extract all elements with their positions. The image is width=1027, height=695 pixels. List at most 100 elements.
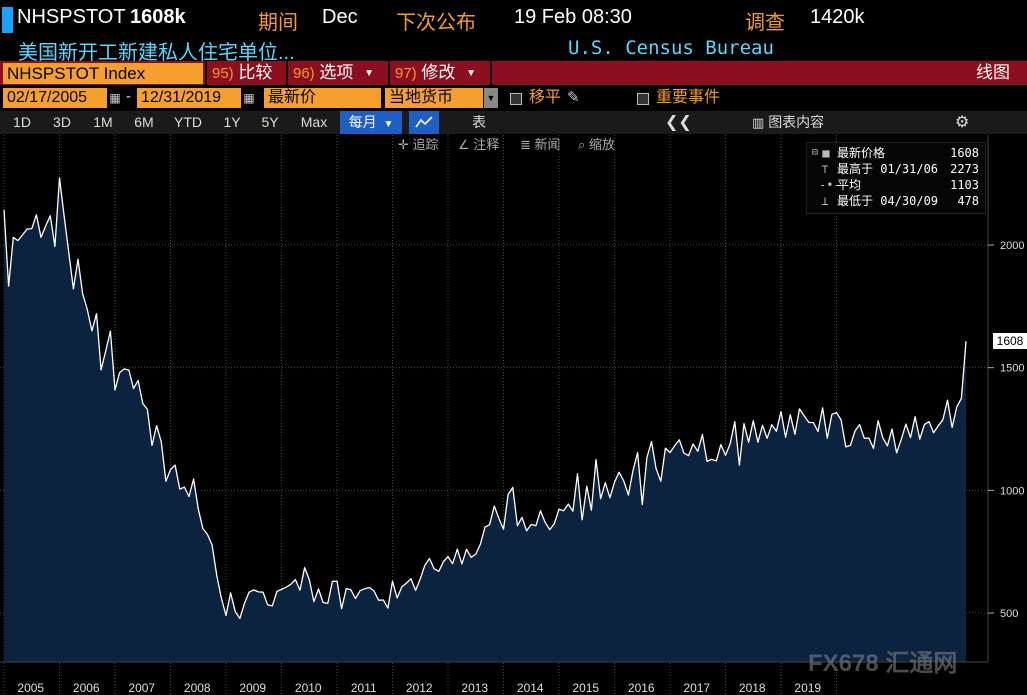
table-button[interactable]: 表 — [472, 114, 486, 130]
zoom-tool[interactable]: ⌕ 缩放 — [578, 136, 615, 154]
line-chart-button[interactable] — [409, 111, 439, 134]
x-axis: 2005 2006 2007 2008 2009 2010 2011 2012 2013 2014… — [17, 681, 821, 695]
x-tick-label: 2019 — [794, 681, 821, 695]
calendar-icon[interactable]: ▦ — [109, 91, 121, 105]
legend-average-value: 1103 — [950, 178, 979, 192]
chart-type-label[interactable]: 线图 — [976, 63, 1010, 82]
legend-last-value: 1608 — [950, 146, 979, 160]
date-dash: - — [126, 88, 131, 105]
events-checkbox[interactable] — [637, 93, 649, 105]
y-tick-label: 1000 — [1000, 485, 1024, 497]
edit-menu[interactable]: 97) 修改 ▼ — [395, 61, 476, 85]
legend-average-label: 平均 — [837, 178, 862, 192]
currency-select[interactable]: 当地货币 — [385, 88, 483, 108]
end-date-input[interactable]: 12/31/2019 — [137, 88, 241, 108]
chart-content-label: 图表内容 — [768, 114, 825, 130]
period-value: Dec — [322, 6, 358, 28]
security-input[interactable]: NHSPSTOT Index — [3, 63, 203, 84]
price-type-select[interactable]: 最新价 — [264, 88, 381, 108]
next-release-label: 下次公布 — [396, 12, 476, 34]
divider — [490, 61, 492, 85]
legend-high-label: 最高于 01/31/06 — [837, 162, 939, 176]
compare-label: 比较 — [238, 63, 273, 82]
edit-label: 修改 — [421, 63, 456, 82]
collapse-icon[interactable]: ❮❮ — [665, 114, 692, 131]
white-square-icon: ■ — [822, 146, 830, 160]
x-tick-label: 2007 — [128, 681, 155, 695]
chevron-down-icon: ▼ — [466, 68, 477, 79]
range-3d[interactable]: 3D — [53, 114, 71, 130]
x-tick-label: 2009 — [239, 681, 266, 695]
bar-chart-icon: ▥ — [752, 115, 765, 130]
legend-high-value: 2273 — [950, 162, 979, 176]
gear-icon[interactable]: ⚙ — [955, 114, 970, 131]
compare-number: 95) — [212, 65, 234, 82]
range-1m[interactable]: 1M — [93, 114, 113, 130]
ticker: NHSPSTOT — [17, 6, 126, 28]
range-6m[interactable]: 6M — [134, 114, 154, 130]
chart-legend[interactable]: ⊟ ■ 最新价格 1608 ⊤ 最高于 01/31/06 2273 -•- 平均… — [806, 142, 986, 214]
calendar-icon[interactable]: ▦ — [243, 91, 255, 105]
range-ytd[interactable]: YTD — [174, 114, 202, 130]
x-tick-label: 2006 — [73, 681, 100, 695]
annotate-tool[interactable]: ∠ 注释 — [458, 136, 499, 154]
y-axis: 500 1000 1500 2000 — [988, 240, 1024, 620]
last-price-tag: 1608 — [993, 333, 1027, 349]
low-marker-icon: ⊥ — [821, 194, 829, 208]
series-line — [3, 177, 967, 620]
options-label: 选项 — [319, 63, 354, 82]
track-tool[interactable]: ✛ 追踪 — [398, 136, 439, 154]
compare-button[interactable]: 95) 比较 — [212, 61, 272, 85]
options-number: 96) — [293, 65, 315, 82]
source-label: U.S. Census Bureau — [568, 37, 774, 59]
headline-value: 1608k — [130, 6, 186, 28]
title-row: NHSPSTOT 1608k 期间 Dec 下次公布 19 Feb 08:30 … — [0, 0, 1027, 36]
pen-icon: ∠ — [458, 137, 470, 152]
period-label: 期间 — [258, 12, 298, 34]
x-tick-label: 2005 — [17, 681, 44, 695]
y-tick-label: 1500 — [1000, 363, 1024, 375]
x-tick-label: 2017 — [683, 681, 710, 695]
options-menu[interactable]: 96) 选项 ▼ — [293, 61, 374, 85]
x-tick-label: 2008 — [184, 681, 211, 695]
range-5y[interactable]: 5Y — [261, 114, 279, 130]
series-area — [4, 178, 966, 662]
edit-number: 97) — [395, 65, 417, 82]
magnifier-icon: ⌕ — [578, 137, 586, 152]
divider — [286, 61, 288, 85]
pencil-icon[interactable]: ✎ — [567, 89, 580, 106]
legend-row-low: ⊥ 最低于 04/30/09 478 — [807, 193, 985, 209]
high-marker-icon: ⊤ — [821, 162, 829, 176]
survey-label: 调查 — [745, 12, 785, 34]
range-1d[interactable]: 1D — [13, 114, 31, 130]
chart-content-button[interactable]: ▥ 图表内容 — [752, 111, 824, 134]
legend-low-value: 478 — [957, 194, 979, 208]
range-1y[interactable]: 1Y — [223, 114, 241, 130]
news-label: 新闻 — [534, 137, 561, 152]
chevron-down-icon: ▼ — [364, 68, 375, 79]
news-tool[interactable]: ≣ 新闻 — [520, 136, 561, 154]
survey-value: 1420k — [810, 6, 865, 28]
zoom-label: 缩放 — [588, 137, 615, 152]
average-marker-icon: -•- — [819, 178, 841, 192]
chart-area[interactable]: 500 1000 1500 2000 2005 2006 2007 2008 2009 2010… — [0, 135, 1027, 695]
annotate-label: 注释 — [473, 137, 500, 152]
chevron-down-icon: ▼ — [383, 119, 394, 130]
next-release-value: 19 Feb 08:30 — [514, 6, 632, 28]
legend-row-last: ⊟ ■ 最新价格 1608 — [807, 145, 985, 161]
range-max[interactable]: Max — [300, 114, 328, 130]
y-tick-label: 500 — [1000, 608, 1018, 620]
x-tick-label: 2018 — [739, 681, 766, 695]
start-date-input[interactable]: 02/17/2005 — [3, 88, 107, 108]
pan-label: 移平 — [529, 89, 562, 106]
frequency-label: 每月 — [348, 114, 377, 130]
pan-checkbox[interactable] — [510, 93, 522, 105]
chevron-down-icon[interactable]: ▼ — [484, 88, 498, 108]
x-tick-label: 2015 — [572, 681, 599, 695]
events-label: 重要事件 — [656, 89, 721, 106]
frequency-select[interactable]: 每月 ▼ — [340, 111, 402, 134]
y-tick-label: 2000 — [1000, 240, 1024, 252]
legend-row-high: ⊤ 最高于 01/31/06 2273 — [807, 161, 985, 177]
legend-row-average: -•- 平均 1103 — [807, 177, 985, 193]
news-icon: ≣ — [520, 137, 531, 152]
